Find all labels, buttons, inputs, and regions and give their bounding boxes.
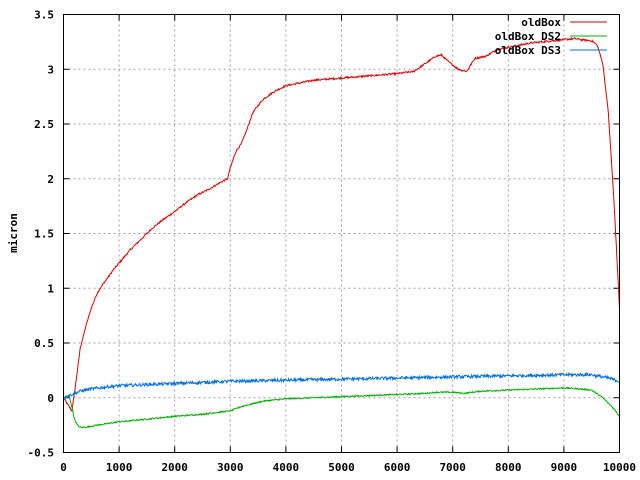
y-tick-label: 0.5	[34, 337, 54, 350]
series-lines	[63, 36, 620, 429]
x-tick-label: 9000	[551, 461, 578, 474]
x-tick-label: 10000	[603, 461, 636, 474]
x-tick-label: 4000	[273, 461, 300, 474]
plot-frame	[63, 14, 620, 453]
x-tick-label: 3000	[217, 461, 244, 474]
series-line-2	[63, 371, 620, 400]
legend-label: oldBox DS2	[495, 30, 561, 43]
series-line-0	[63, 36, 620, 412]
y-tick-label: 1.5	[34, 228, 54, 241]
y-tick-label: 2	[47, 173, 54, 186]
x-tick-label: 8000	[495, 461, 522, 474]
y-tick-label: 3.5	[34, 9, 54, 22]
y-tick-label: 1	[47, 282, 54, 295]
y-tick-label: 3	[47, 63, 54, 76]
y-axis-label: micron	[7, 213, 20, 253]
x-tick-label: 7000	[439, 461, 466, 474]
x-tick-label: 0	[60, 461, 67, 474]
x-tick-label: 6000	[384, 461, 411, 474]
y-tick-label: 2.5	[34, 118, 54, 131]
x-tick-label: 5000	[328, 461, 355, 474]
x-tick-label: 1000	[106, 461, 133, 474]
legend-label: oldBox DS3	[495, 44, 561, 57]
y-tick-label: -0.5	[28, 447, 55, 460]
tick-labels: 0 1000 2000 3000 4000 5000 6000 7000 8000 9000 100…	[28, 9, 637, 475]
series-line-1	[63, 386, 620, 429]
x-tick-label: 2000	[161, 461, 188, 474]
legend-label: oldBox	[521, 16, 561, 29]
y-tick-label: 0	[47, 392, 54, 405]
